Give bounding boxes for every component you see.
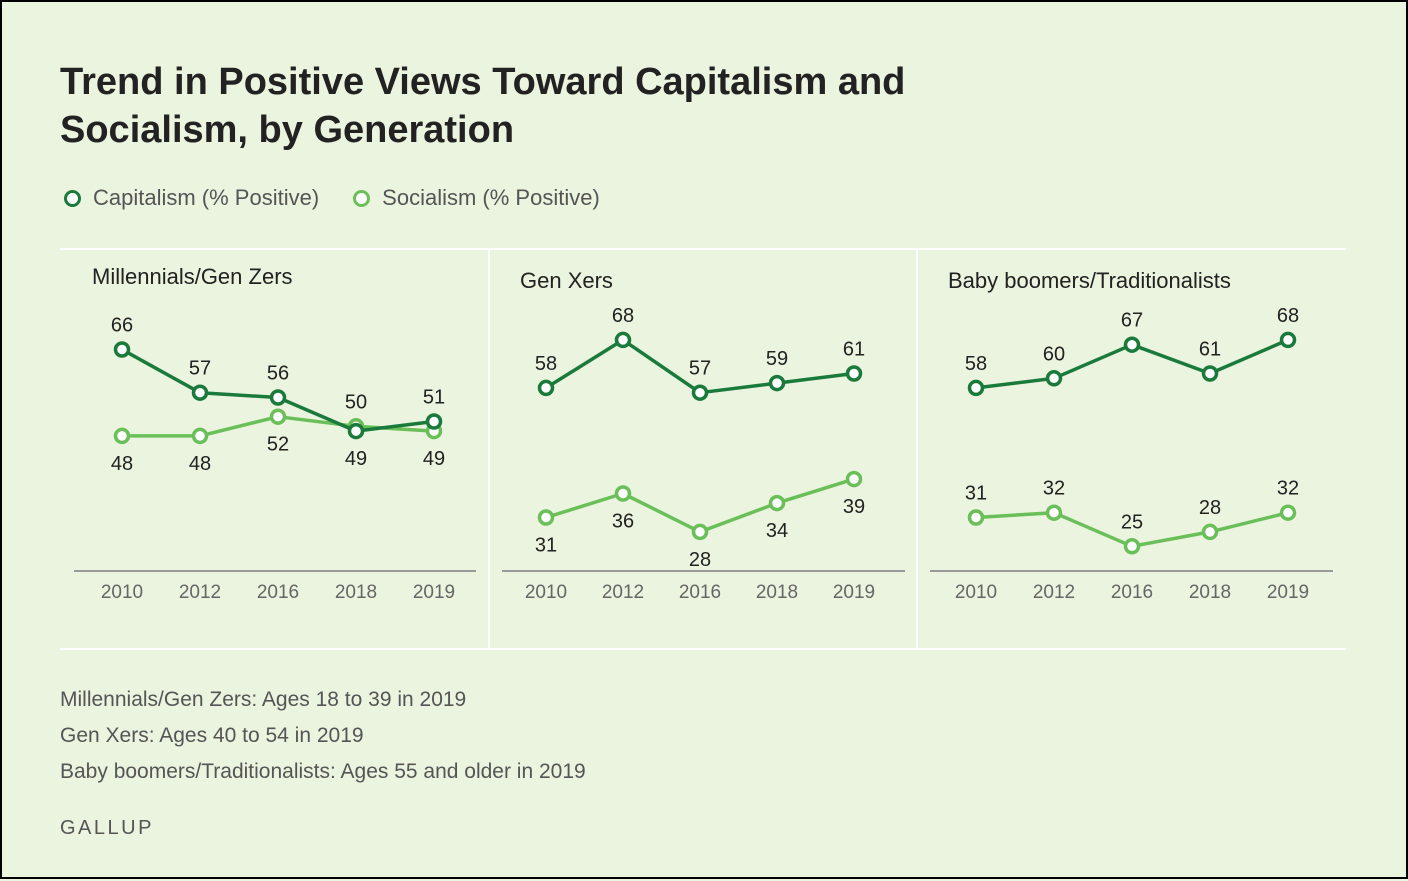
capitalism-point xyxy=(1123,336,1141,353)
x-tick-label: 2012 xyxy=(179,582,221,603)
x-tick-label: 2016 xyxy=(679,582,721,603)
socialism-value-label: 50 xyxy=(345,391,367,413)
legend: Capitalism (% Positive) Socialism (% Pos… xyxy=(64,185,634,211)
socialism-value-label: 28 xyxy=(1199,497,1221,519)
capitalism-value-label: 60 xyxy=(1043,343,1065,365)
socialism-point xyxy=(1045,504,1063,521)
x-tick-label: 2010 xyxy=(525,582,567,603)
bottom-rule xyxy=(60,648,1346,650)
x-tick-label: 2018 xyxy=(335,582,377,603)
socialism-value-label: 34 xyxy=(766,520,788,542)
socialism-value-label: 31 xyxy=(535,535,557,557)
capitalism-point xyxy=(967,379,985,397)
capitalism-point xyxy=(614,331,632,349)
legend-label-capitalism: Capitalism (% Positive) xyxy=(93,185,320,210)
x-tick-label: 2012 xyxy=(602,582,644,603)
socialism-value-label: 49 xyxy=(423,448,445,470)
x-tick-label: 2016 xyxy=(257,582,299,603)
x-tick-label: 2019 xyxy=(413,582,455,603)
capitalism-value-label: 59 xyxy=(766,348,788,370)
x-tick-label: 2016 xyxy=(1111,582,1153,603)
source-gallup: GALLUP xyxy=(60,817,154,839)
capitalism-value-label: 68 xyxy=(1277,305,1299,327)
socialism-value-label: 36 xyxy=(612,511,634,533)
capitalism-point xyxy=(425,413,443,430)
capitalism-point xyxy=(537,379,555,397)
capitalism-point xyxy=(845,365,863,382)
capitalism-value-label: 66 xyxy=(111,315,133,337)
capitalism-point xyxy=(691,384,709,401)
panel-title-2: Gen Xers xyxy=(520,268,613,293)
capitalism-value-label: 51 xyxy=(423,387,445,409)
socialism-value-label: 39 xyxy=(843,496,865,518)
top-rule xyxy=(60,248,1346,250)
capitalism-value-label: 61 xyxy=(1199,339,1221,361)
capitalism-value-label: 58 xyxy=(535,353,557,375)
capitalism-marker-icon xyxy=(64,189,81,207)
notes: Millennials/Gen Zers: Ages 18 to 39 in 2… xyxy=(60,686,586,794)
socialism-value-label: 48 xyxy=(189,453,211,475)
capitalism-point xyxy=(113,341,131,358)
capitalism-value-label: 61 xyxy=(843,339,865,361)
socialism-value-label: 52 xyxy=(267,434,289,456)
x-tick-label: 2019 xyxy=(833,582,875,603)
panel-divider-1 xyxy=(488,250,490,648)
socialism-value-label: 48 xyxy=(111,453,133,475)
note-gen-x: Gen Xers: Ages 40 to 54 in 2019 xyxy=(60,724,364,747)
capitalism-value-label: 49 xyxy=(345,448,367,470)
chart-title: Trend in Positive Views Toward Capitalis… xyxy=(60,58,1000,154)
socialism-point xyxy=(768,494,786,512)
panel-title-3: Baby boomers/Traditionalists xyxy=(948,268,1231,293)
capitalism-value-label: 68 xyxy=(612,305,634,327)
socialism-value-label: 28 xyxy=(689,549,711,571)
note-boomers: Baby boomers/Traditionalists: Ages 55 an… xyxy=(60,760,586,783)
capitalism-point xyxy=(1045,370,1063,387)
socialism-point xyxy=(537,509,555,526)
x-tick-label: 2010 xyxy=(955,582,997,603)
capitalism-point xyxy=(1279,331,1297,349)
x-tick-label: 2010 xyxy=(101,582,143,603)
socialism-value-label: 32 xyxy=(1043,478,1065,500)
legend-label-socialism: Socialism (% Positive) xyxy=(382,185,600,210)
socialism-value-label: 32 xyxy=(1277,478,1299,500)
capitalism-value-label: 58 xyxy=(965,353,987,375)
note-millennials: Millennials/Gen Zers: Ages 18 to 39 in 2… xyxy=(60,688,467,711)
socialism-value-label: 25 xyxy=(1121,511,1143,533)
socialism-point xyxy=(1123,538,1141,555)
chart-title-line-1: Trend in Positive Views Toward Capitalis… xyxy=(60,61,906,103)
socialism-point xyxy=(191,427,209,445)
capitalism-point xyxy=(191,384,209,401)
legend-item-socialism: Socialism (% Positive) xyxy=(353,185,600,211)
panel-divider-2 xyxy=(916,250,918,648)
capitalism-value-label: 57 xyxy=(689,358,711,380)
socialism-marker-icon xyxy=(353,189,371,207)
capitalism-point xyxy=(347,422,365,440)
socialism-point xyxy=(1201,523,1219,541)
capitalism-value-label: 67 xyxy=(1121,310,1143,332)
socialism-point xyxy=(269,408,287,425)
capitalism-point xyxy=(768,374,786,392)
x-tick-label: 2018 xyxy=(1189,582,1231,603)
socialism-point xyxy=(967,509,985,526)
socialism-point xyxy=(113,427,131,445)
socialism-point xyxy=(691,523,709,541)
socialism-point xyxy=(1279,504,1297,521)
x-tick-label: 2018 xyxy=(756,582,798,603)
panel-title-1: Millennials/Gen Zers xyxy=(92,264,293,289)
x-tick-label: 2012 xyxy=(1033,582,1075,603)
socialism-point xyxy=(845,470,863,488)
socialism-value-label: 31 xyxy=(965,483,987,505)
capitalism-value-label: 57 xyxy=(189,358,211,380)
x-tick-label: 2019 xyxy=(1267,582,1309,603)
capitalism-point xyxy=(1201,365,1219,382)
legend-item-capitalism: Capitalism (% Positive) xyxy=(64,185,319,211)
capitalism-value-label: 56 xyxy=(267,363,289,385)
socialism-point xyxy=(614,485,632,502)
chart-title-line-2: Socialism, by Generation xyxy=(60,109,515,151)
capitalism-point xyxy=(269,389,287,406)
